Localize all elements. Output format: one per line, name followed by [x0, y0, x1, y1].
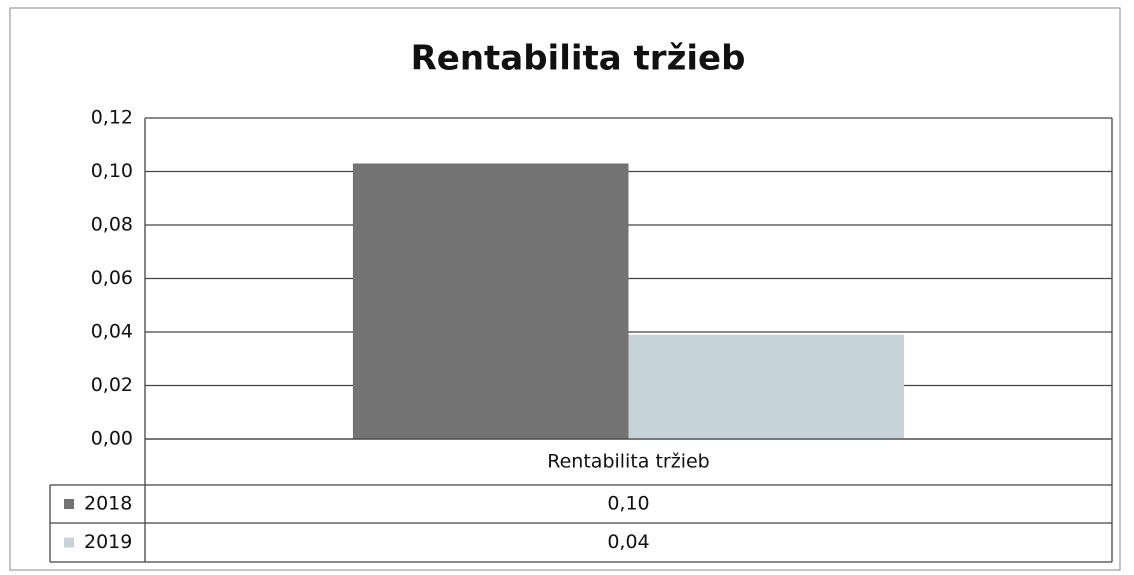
y-tick-label: 0,06 [91, 267, 133, 289]
y-tick-label: 0,00 [91, 428, 133, 450]
legend-label: 2019 [84, 531, 132, 553]
y-tick-label: 0,10 [91, 160, 133, 182]
y-tick-label: 0,04 [91, 321, 133, 343]
bar [628, 334, 905, 439]
chart-title: Rentabilita tržieb [411, 39, 746, 79]
y-tick-label: 0,12 [91, 107, 133, 129]
table-value: 0,10 [607, 493, 649, 515]
legend-label: 2018 [84, 493, 132, 515]
table-value: 0,04 [607, 531, 649, 553]
chart-frame [9, 7, 1121, 571]
table-category: Rentabilita tržieb [547, 451, 709, 473]
y-tick-label: 0,02 [91, 374, 133, 396]
legend-key [64, 537, 74, 548]
legend-key [64, 499, 74, 509]
y-tick-label: 0,08 [91, 214, 133, 236]
bar [352, 163, 629, 439]
